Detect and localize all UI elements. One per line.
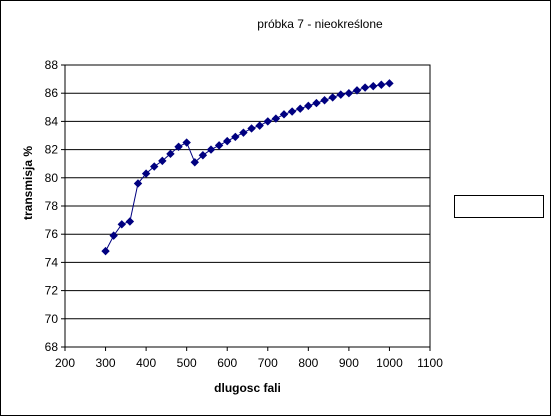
data-point xyxy=(239,128,248,137)
y-tick-label: 84 xyxy=(45,114,59,128)
x-tick-label: 800 xyxy=(298,356,318,370)
x-tick-label: 600 xyxy=(217,356,237,370)
x-tick-label: 300 xyxy=(96,356,116,370)
chart-title: próbka 7 - nieokreślone xyxy=(257,17,383,31)
data-point xyxy=(125,217,135,226)
x-axis-label: dlugosc fali xyxy=(214,381,281,395)
x-axis-ticks: 200 300 400 500 600 700 800 900 1000 1100 xyxy=(55,347,443,370)
data-point xyxy=(328,93,337,102)
data-point xyxy=(352,86,362,95)
x-tick-label: 400 xyxy=(136,356,156,370)
y-axis-label: transmisja % xyxy=(21,146,35,220)
y-axis-ticks: 68 70 72 74 76 78 80 82 84 86 88 xyxy=(45,58,65,354)
data-point xyxy=(174,142,183,151)
data-point xyxy=(133,179,143,188)
data-point xyxy=(206,145,216,154)
data-point xyxy=(336,90,345,99)
series-markers xyxy=(101,79,394,256)
y-tick-label: 80 xyxy=(45,171,59,185)
data-point xyxy=(198,151,208,160)
data-point xyxy=(109,231,118,240)
y-tick-label: 74 xyxy=(45,255,59,269)
legend-box xyxy=(454,195,544,218)
data-point xyxy=(377,80,386,89)
series-line xyxy=(105,82,390,252)
x-tick-label: 200 xyxy=(55,356,75,370)
x-tick-label: 900 xyxy=(339,356,359,370)
data-point xyxy=(263,117,272,126)
data-point xyxy=(312,98,321,108)
data-point xyxy=(182,138,191,147)
x-tick-label: 1000 xyxy=(376,356,403,370)
data-point xyxy=(320,96,329,105)
data-point xyxy=(360,83,370,92)
y-tick-label: 76 xyxy=(45,227,59,241)
data-point xyxy=(344,88,354,98)
y-tick-label: 82 xyxy=(45,143,59,157)
x-tick-label: 500 xyxy=(177,356,197,370)
data-point xyxy=(190,158,199,167)
data-point xyxy=(214,141,224,150)
x-tick-label: 1100 xyxy=(417,356,443,370)
y-tick-label: 72 xyxy=(45,284,59,298)
data-point xyxy=(247,124,256,133)
y-tick-label: 78 xyxy=(45,199,59,213)
y-tick-label: 88 xyxy=(45,58,59,72)
y-tick-label: 86 xyxy=(45,86,59,100)
grid-lines xyxy=(65,64,430,348)
data-point xyxy=(279,110,289,119)
data-point xyxy=(255,121,264,130)
data-point xyxy=(287,107,297,116)
data-point xyxy=(117,220,126,229)
x-tick-label: 700 xyxy=(258,356,278,370)
y-tick-label: 70 xyxy=(45,312,59,326)
data-point xyxy=(369,81,378,91)
data-point xyxy=(271,114,281,123)
data-point xyxy=(158,156,167,166)
data-point xyxy=(296,104,305,113)
data-point xyxy=(150,162,159,171)
data-point xyxy=(231,132,240,142)
data-point xyxy=(101,246,110,256)
data-point xyxy=(141,169,151,178)
data-point xyxy=(166,149,175,159)
y-tick-label: 68 xyxy=(45,340,59,354)
data-point xyxy=(223,136,232,146)
data-point xyxy=(304,101,313,111)
data-point xyxy=(385,79,394,88)
